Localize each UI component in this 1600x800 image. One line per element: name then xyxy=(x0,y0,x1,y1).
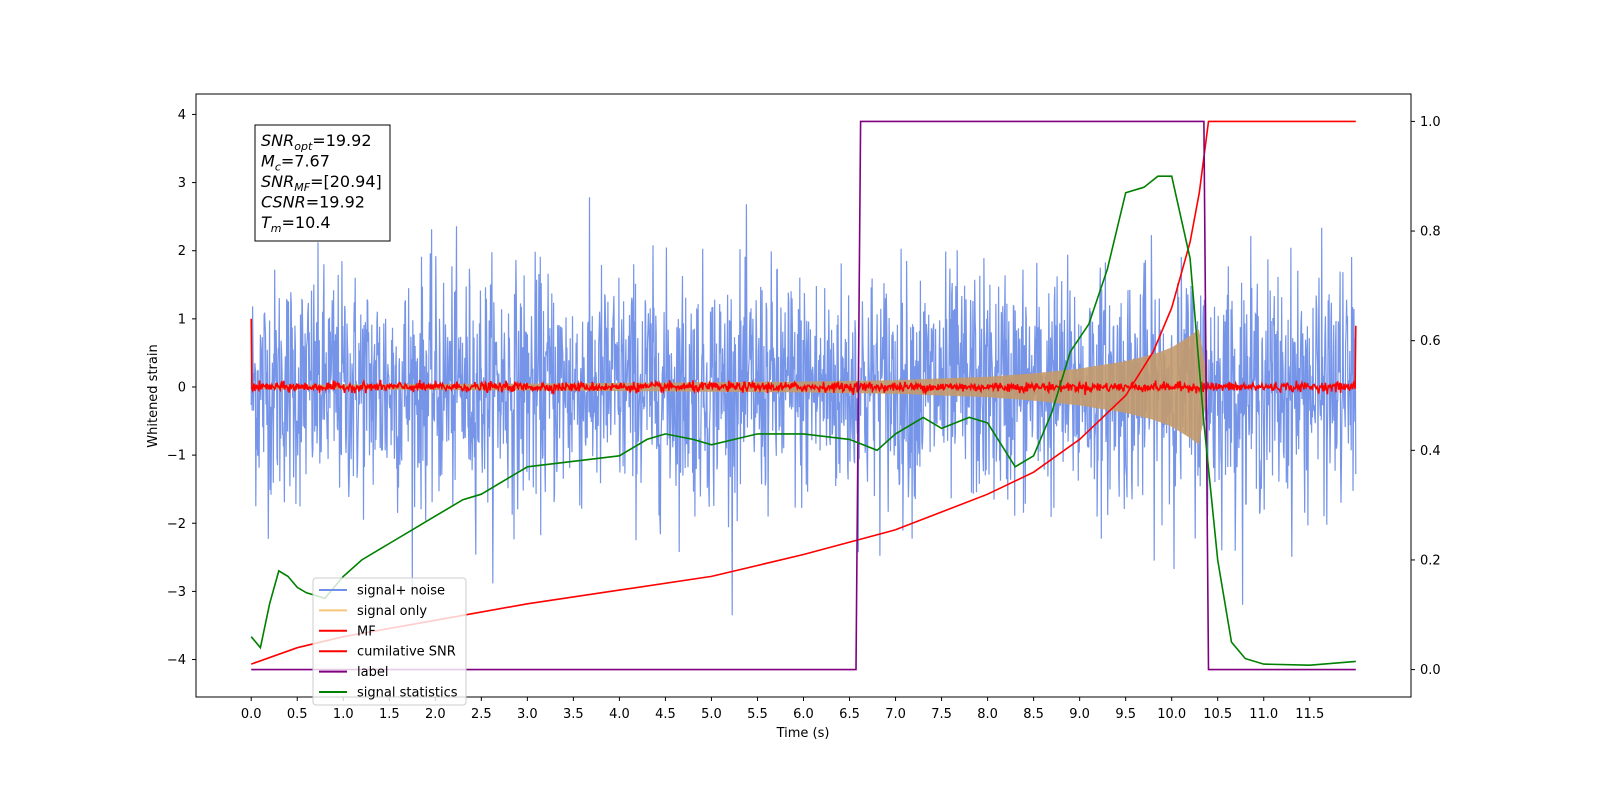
x-tick-label: 9.0 xyxy=(1069,707,1090,722)
y-tick-label-left: 1 xyxy=(178,312,186,327)
y-tick-label-left: −3 xyxy=(167,585,186,600)
x-tick-label: 0.5 xyxy=(287,707,308,722)
x-tick-label: 6.5 xyxy=(839,707,860,722)
x-tick-label: 1.0 xyxy=(333,707,354,722)
annotation-box: SNRopt=19.92Mc=7.67SNRMF=[20.94]CSNR=19.… xyxy=(254,124,391,242)
y-tick-label-right: 0.6 xyxy=(1420,334,1441,349)
x-tick-label: 4.0 xyxy=(609,707,630,722)
y-tick-label-right: 0.0 xyxy=(1420,663,1441,678)
legend-label: cumilative SNR xyxy=(357,645,456,660)
y-tick-label-left: 3 xyxy=(178,176,186,191)
x-tick-label: 10.0 xyxy=(1157,707,1186,722)
y-tick-label-right: 0.4 xyxy=(1420,444,1441,459)
legend-label: MF xyxy=(357,624,376,639)
legend-frame xyxy=(312,577,467,706)
x-tick-label: 2.5 xyxy=(471,707,492,722)
x-tick-label: 11.0 xyxy=(1249,707,1278,722)
series-mf xyxy=(250,318,1357,396)
y-tick-label-left: 0 xyxy=(178,380,186,395)
x-tick-label: 7.0 xyxy=(885,707,906,722)
y-axis-label: Whitened strain xyxy=(146,344,161,447)
y-tick-label-left: −1 xyxy=(167,449,186,464)
legend-label: signal statistics xyxy=(357,686,458,701)
annotation-line: SNRMF=[20.94] xyxy=(261,172,382,194)
legend: signal+ noise signal only MF cumilative SNR… xyxy=(312,577,467,706)
y-tick-label-left: −2 xyxy=(167,517,186,532)
annotation-line: SNRopt=19.92 xyxy=(261,131,372,153)
x-tick-label: 7.5 xyxy=(931,707,952,722)
y-tick-label-left: 4 xyxy=(178,108,186,123)
x-tick-label: 6.0 xyxy=(793,707,814,722)
y-tick-label-right: 0.2 xyxy=(1420,553,1441,568)
x-tick-label: 2.0 xyxy=(425,707,446,722)
legend-label: label xyxy=(357,665,388,680)
x-tick-label: 5.5 xyxy=(747,707,768,722)
y-tick-label-right: 1.0 xyxy=(1420,115,1441,130)
y-axis-right: 1.0 0.8 0.6 0.4 0.2 0.0 xyxy=(1411,115,1441,678)
y-tick-label-left: 2 xyxy=(178,244,186,259)
x-tick-label: 0.0 xyxy=(241,707,262,722)
annotation-frame xyxy=(254,124,391,242)
x-tick-label: 5.0 xyxy=(701,707,722,722)
legend-label: signal only xyxy=(357,604,427,619)
annotation-line: Mc=7.67 xyxy=(261,152,330,174)
x-tick-label: 10.5 xyxy=(1203,707,1232,722)
x-tick-label: 11.5 xyxy=(1295,707,1324,722)
x-axis: 0.0 0.5 1.0 1.5 2.0 2.5 3.0 3.5 4.0 4.5 5.0 5.5 6.0 6… xyxy=(241,697,1324,722)
x-tick-label: 9.5 xyxy=(1115,707,1136,722)
y-tick-label-left: −4 xyxy=(167,653,186,668)
x-tick-label: 8.0 xyxy=(977,707,998,722)
x-tick-label: 3.0 xyxy=(517,707,538,722)
x-tick-label: 1.5 xyxy=(379,707,400,722)
series-label xyxy=(251,120,1356,671)
y-tick-label-right: 0.8 xyxy=(1420,225,1441,240)
annotation-line: Tm=10.4 xyxy=(261,213,331,235)
legend-label: signal+ noise xyxy=(357,584,445,599)
annotation-line: CSNR=19.92 xyxy=(261,193,365,212)
x-tick-label: 4.5 xyxy=(655,707,676,722)
x-tick-label: 3.5 xyxy=(563,707,584,722)
x-tick-label: 8.5 xyxy=(1023,707,1044,722)
x-axis-label: Time (s) xyxy=(776,726,830,741)
series-signal-statistics xyxy=(250,175,1356,667)
series-signal-noise xyxy=(250,197,1357,616)
y-axis-left: 4 3 2 1 0 −1 −2 −3 −4 xyxy=(167,108,196,668)
